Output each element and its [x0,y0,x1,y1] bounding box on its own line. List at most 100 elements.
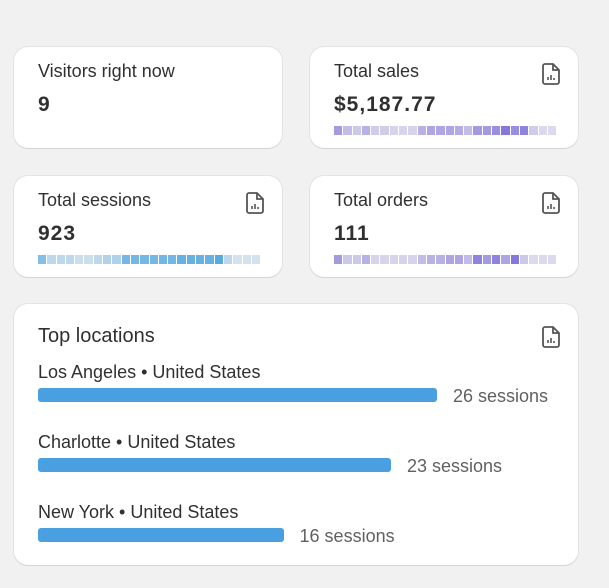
sparkline-cell [492,126,501,135]
sparkline-cell [130,255,140,264]
sparkline-cell [547,126,557,135]
location-name: Charlotte • United States [38,432,236,452]
sparkline-cell [56,255,65,264]
sparkline-cell [65,255,75,264]
sparkline-cell [84,255,93,264]
sales-card[interactable]: Total sales $5,187.77 [310,47,578,148]
location-bar [38,528,284,542]
sparkline-cell [538,126,547,135]
orders-sparkline [334,255,557,264]
sparkline-cell [168,255,177,264]
sparkline-cell [426,255,436,264]
sparkline-cell [436,255,445,264]
sparkline-cell [529,255,538,264]
sparkline-cell [482,255,492,264]
sparkline-cell [93,255,103,264]
location-bar [38,458,391,472]
sessions-card[interactable]: Total sessions 923 [14,176,282,277]
sparkline-cell [399,126,408,135]
location-sessions: 16 sessions [299,526,395,546]
sparkline-cell [334,126,343,135]
sparkline-cell [149,255,158,264]
sparkline-cell [233,255,242,264]
sparkline-cell [251,255,261,264]
sparkline-cell [205,255,214,264]
sparkline-cell [352,126,361,135]
sparkline-cell [140,255,149,264]
sparkline-cell [112,255,121,264]
sparkline-cell [158,255,168,264]
sessions-value: 923 [38,222,77,245]
location-name: New York • United States [38,502,239,522]
sparkline-cell [242,255,251,264]
sparkline-cell [464,255,473,264]
location-sessions: 26 sessions [453,386,549,406]
sparkline-cell [196,255,205,264]
sparkline-cell [75,255,84,264]
sparkline-cell [47,255,56,264]
sparkline-cell [519,126,529,135]
sparkline-cell [399,255,408,264]
sparkline-cell [361,255,371,264]
sparkline-cell [510,255,519,264]
sparkline-cell [380,255,389,264]
sparkline-cell [334,255,343,264]
report-icon[interactable] [542,326,560,348]
sparkline-cell [445,255,454,264]
orders-label: Total orders [334,190,429,210]
sparkline-cell [417,255,426,264]
sparkline-cell [454,126,464,135]
orders-value: 111 [334,222,370,245]
sessions-label: Total sessions [38,190,152,210]
sparkline-cell [473,126,482,135]
report-icon[interactable] [246,192,264,214]
sparkline-cell [529,126,538,135]
location-bar [38,388,437,402]
sparkline-cell [389,255,399,264]
sparkline-cell [343,126,352,135]
sales-value: $5,187.77 [334,93,437,116]
report-icon[interactable] [542,63,560,85]
top-locations-title: Top locations [38,325,155,347]
sales-label: Total sales [334,61,420,81]
sparkline-cell [445,126,454,135]
sparkline-cell [436,126,445,135]
top-locations-card: Top locations Los Angeles • United State… [14,304,578,565]
sparkline-cell [547,255,557,264]
sparkline-cell [519,255,529,264]
sparkline-cell [380,126,389,135]
sparkline-cell [482,126,492,135]
sparkline-cell [454,255,464,264]
location-sessions: 23 sessions [406,456,503,476]
sparkline-cell [361,126,371,135]
sparkline-cell [417,126,426,135]
sparkline-cell [371,255,380,264]
sparkline-cell [473,255,482,264]
sparkline-cell [223,255,233,264]
sessions-sparkline [38,255,261,264]
sparkline-cell [103,255,112,264]
sales-sparkline [334,126,557,135]
location-name: Los Angeles • United States [38,362,261,382]
sparkline-cell [408,255,417,264]
sparkline-cell [408,126,417,135]
sparkline-cell [371,126,380,135]
sparkline-cell [121,255,130,264]
sparkline-cell [492,255,501,264]
sparkline-cell [352,255,361,264]
sparkline-cell [186,255,196,264]
orders-card[interactable]: Total orders 111 [310,176,578,277]
sparkline-cell [343,255,352,264]
sparkline-cell [177,255,186,264]
visitors-value: 9 [38,93,51,116]
sparkline-cell [389,126,399,135]
report-icon[interactable] [542,192,560,214]
sparkline-cell [538,255,547,264]
visitors-label: Visitors right now [38,61,175,81]
sparkline-cell [214,255,223,264]
sparkline-cell [501,255,510,264]
sparkline-cell [426,126,436,135]
sparkline-cell [510,126,519,135]
sparkline-cell [38,255,47,264]
visitors-card: Visitors right now 9 [14,47,282,148]
